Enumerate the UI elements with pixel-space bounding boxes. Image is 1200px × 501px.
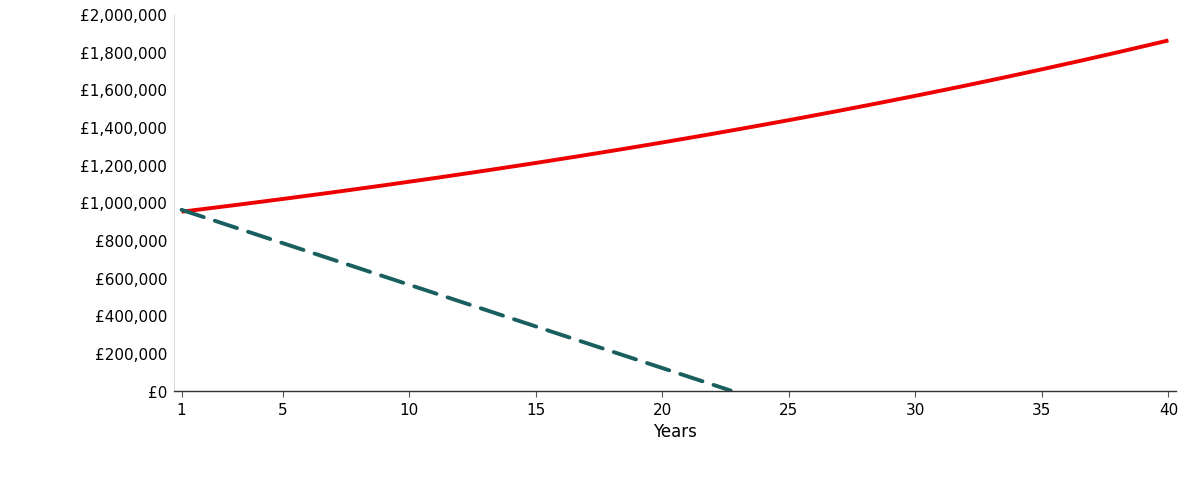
X-axis label: Years: Years — [653, 422, 697, 440]
